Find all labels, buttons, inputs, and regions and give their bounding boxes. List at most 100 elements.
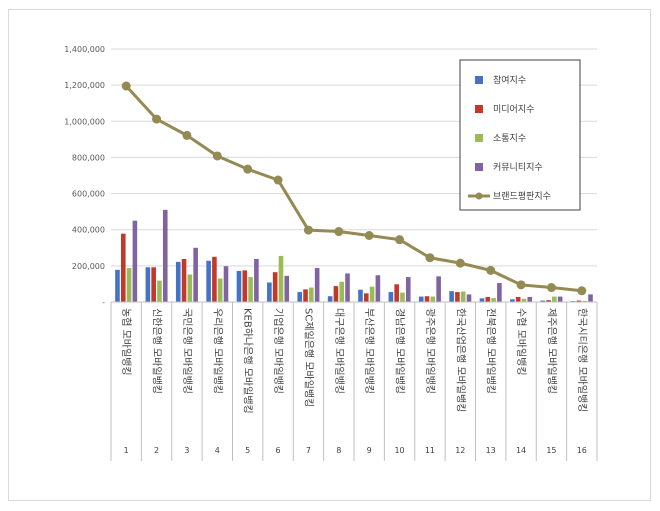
x-axis: 농협 모바일뱅킹 1 신한은행 모바일뱅킹 2 국민은행 모바일뱅킹 3 우리은행 모바일뱅…	[110, 301, 598, 461]
line-series	[121, 81, 587, 296]
x-category-label: 농협 모바일뱅킹	[120, 308, 133, 376]
legend-swatch	[475, 163, 483, 171]
line-point	[546, 283, 556, 293]
bar	[267, 282, 272, 302]
bar	[175, 261, 181, 302]
x-category-label: 경남은행 모바일뱅킹	[394, 308, 407, 394]
bar	[449, 291, 454, 302]
y-tick-label: 200,000	[72, 262, 105, 271]
x-rank-label: 8	[336, 446, 341, 455]
x-category-label: 신한은행 모바일뱅킹	[151, 308, 163, 394]
chart-frame: - 200,000 400,000 600,000 800,000 1,000,000 1,…	[8, 9, 651, 501]
bar	[126, 268, 132, 302]
bar	[485, 296, 491, 302]
x-rank-label: 7	[306, 446, 311, 455]
bar	[132, 220, 138, 302]
x-category-label: 부산은행 모바일뱅킹	[363, 308, 375, 394]
x-rank-label: 3	[184, 446, 189, 455]
x-rank-label: 11	[425, 446, 435, 455]
bar	[527, 296, 533, 302]
x-category-label: 한국시티은행 모바일뱅킹	[576, 308, 588, 412]
x-rank-label: 13	[486, 446, 496, 455]
line-point	[425, 253, 435, 263]
bar	[339, 281, 345, 302]
x-rank-label: 1	[124, 446, 129, 455]
bar	[424, 296, 430, 302]
bar	[157, 280, 162, 302]
bar	[151, 267, 156, 302]
legend-swatch	[475, 134, 483, 142]
line-point	[577, 286, 587, 296]
line-point	[212, 151, 222, 161]
x-rank-label: 15	[546, 446, 556, 455]
x-rank-label: 14	[516, 446, 526, 455]
bar	[297, 292, 303, 302]
legend-label: 소통지수	[493, 133, 526, 144]
line-point	[273, 175, 283, 185]
y-tick-label: 400,000	[72, 226, 105, 235]
bar	[115, 269, 120, 302]
line-point	[395, 235, 405, 245]
bar	[576, 300, 582, 302]
bar	[418, 296, 424, 302]
bar	[314, 268, 320, 302]
x-category-label: KEB하나은행 모바일뱅킹	[242, 308, 255, 414]
legend-label: 커뮤니티지수	[493, 162, 543, 173]
line-point	[182, 130, 192, 140]
gridlines	[111, 48, 597, 267]
bar	[333, 286, 339, 302]
y-tick-label: 600,000	[72, 190, 105, 199]
bar	[455, 292, 460, 302]
bar	[430, 296, 436, 302]
line-point	[516, 280, 526, 290]
x-category-label: SC제일은행 모바일뱅킹	[302, 308, 314, 407]
x-rank-label: 10	[394, 446, 404, 455]
x-category-label: 기업은행 모바일뱅킹	[272, 308, 285, 394]
x-rank-label: 2	[154, 446, 159, 455]
bar	[254, 258, 259, 302]
x-category-label: 대구은행 모바일뱅킹	[333, 308, 345, 394]
x-rank-label: 4	[215, 446, 220, 455]
line-point	[486, 265, 496, 275]
bar	[582, 300, 588, 302]
bar	[521, 298, 527, 302]
y-tick-label: -	[102, 298, 105, 307]
y-tick-label: 800,000	[72, 153, 105, 162]
x-category-label: 제주은행 모바일뱅킹	[545, 308, 557, 394]
bar	[369, 286, 375, 302]
bar	[236, 270, 242, 302]
bar	[405, 277, 411, 302]
bar	[248, 277, 253, 302]
line-point	[152, 114, 162, 124]
y-tick-label: 1,400,000	[64, 45, 105, 54]
bar	[162, 209, 168, 302]
bar	[460, 291, 466, 302]
bar	[479, 298, 485, 302]
bar	[358, 289, 363, 302]
bar	[181, 258, 187, 302]
bar	[242, 270, 248, 302]
bar	[145, 267, 151, 302]
brand-reputation-chart: - 200,000 400,000 600,000 800,000 1,000,000 1,…	[64, 45, 598, 461]
bar	[187, 274, 193, 302]
legend-label: 브랜드평판지수	[493, 191, 551, 202]
bar	[510, 299, 515, 302]
bar	[217, 278, 223, 302]
y-axis-ticks: - 200,000 400,000 600,000 800,000 1,000,000 1,…	[64, 45, 105, 307]
line-point	[243, 164, 253, 174]
line-point	[303, 225, 313, 235]
line-point	[455, 258, 465, 268]
x-category-label: 전북은행 모바일뱅킹	[485, 308, 497, 394]
x-rank-label: 9	[367, 446, 372, 455]
bar	[557, 296, 563, 302]
legend-line-marker	[475, 192, 483, 200]
bar	[193, 247, 198, 302]
bar	[515, 296, 521, 302]
x-rank-label: 6	[276, 446, 281, 455]
legend-swatch	[475, 76, 483, 84]
bar	[327, 296, 333, 302]
legend-swatch	[475, 105, 483, 113]
bar	[497, 283, 502, 302]
x-rank-label: 5	[245, 446, 250, 455]
